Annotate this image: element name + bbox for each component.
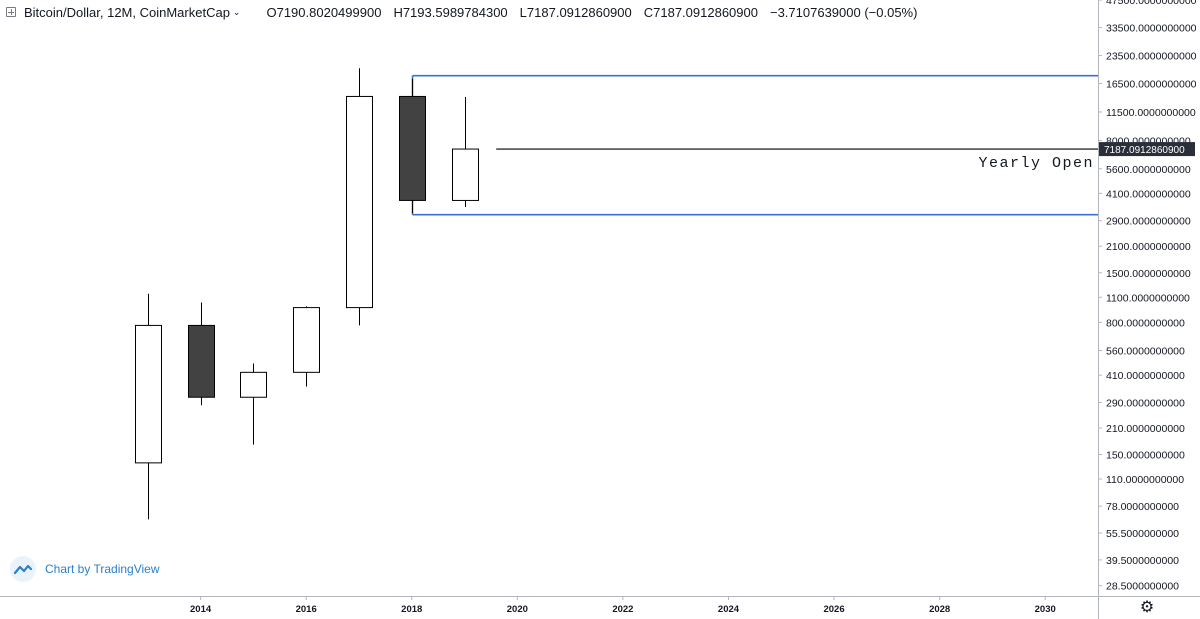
candle-up (135, 324, 162, 464)
candle-up (452, 148, 479, 201)
x-tick-label: 2028 (929, 604, 950, 615)
y-tick-label: 150.0000000000 (1106, 450, 1185, 462)
y-tick-label: 1500.0000000000 (1106, 268, 1191, 280)
y-tick-label: 410.0000000000 (1106, 370, 1185, 382)
y-tick-label: 1100.0000000000 (1106, 292, 1190, 304)
x-tick-label: 2030 (1035, 604, 1056, 615)
ohlc-change: −3.7107639000 (−0.05%) (769, 4, 918, 20)
ohlc-high: H7193.5989784300 (393, 4, 508, 20)
y-tick-label: 290.0000000000 (1106, 398, 1185, 410)
y-tick-label: 560.0000000000 (1106, 346, 1185, 358)
y-tick-label: 16500.0000000000 (1106, 78, 1197, 90)
y-tick-label: 23500.0000000000 (1106, 51, 1197, 63)
y-tick-label: 2900.0000000000 (1106, 216, 1191, 228)
y-tick-label: 210.0000000000 (1106, 423, 1185, 435)
x-tick-label: 2020 (507, 604, 528, 615)
y-tick-label: 78.0000000000 (1106, 501, 1179, 513)
candle-down (188, 324, 215, 398)
y-tick-label: 800.0000000000 (1106, 317, 1185, 329)
candle-up (240, 371, 267, 398)
y-tick-label: 2100.0000000000 (1106, 241, 1191, 253)
x-tick-label: 2026 (823, 604, 844, 615)
y-tick-label: 110.0000000000 (1106, 474, 1184, 486)
y-tick-label: 47500.0000000000 (1106, 0, 1197, 7)
last-price-badge (1099, 142, 1195, 157)
last-price-label: 7187.0912860900 (1104, 145, 1185, 156)
tradingview-attribution[interactable]: Chart by TradingView (10, 556, 160, 582)
ohlc-open: O7190.8020499900 (266, 4, 382, 20)
y-tick-label: 28.5000000000 (1106, 581, 1179, 593)
x-tick-label: 2024 (718, 604, 740, 615)
chart-legend: Bitcoin/Dollar, 12M, CoinMarketCap ⌄ O71… (6, 3, 917, 21)
settings-gear-icon[interactable]: ⚙ (1139, 597, 1155, 616)
x-tick-label: 2022 (612, 604, 633, 615)
candle-up (293, 307, 320, 373)
y-tick-label: 33500.0000000000 (1106, 23, 1197, 35)
attribution-text: Chart by TradingView (45, 562, 160, 576)
candle-up (346, 95, 373, 309)
y-tick-label: 11500.0000000000 (1106, 107, 1196, 119)
annotation-layer: Yearly Open (411, 74, 1098, 216)
y-tick-label: 39.5000000000 (1106, 555, 1179, 567)
candle-down (399, 95, 426, 201)
y-tick-label: 55.5000000000 (1106, 528, 1179, 540)
chevron-down-icon[interactable]: ⌄ (232, 6, 241, 17)
collapse-icon[interactable] (6, 7, 16, 17)
symbol-title[interactable]: Bitcoin/Dollar, 12M, CoinMarketCap (24, 4, 230, 20)
candle-series (135, 68, 479, 520)
x-tick-label: 2016 (296, 604, 317, 615)
ohlc-low: L7187.0912860900 (519, 4, 632, 20)
ohlc-close: C7187.0912860900 (643, 4, 758, 20)
tradingview-logo-icon (10, 556, 36, 582)
y-tick-label: 5600.0000000000 (1106, 164, 1191, 176)
x-tick-label: 2018 (401, 604, 422, 615)
yearly-open-label: Yearly Open (978, 155, 1094, 172)
x-tick-label: 2014 (190, 604, 212, 615)
y-tick-label: 4100.0000000000 (1106, 188, 1191, 200)
